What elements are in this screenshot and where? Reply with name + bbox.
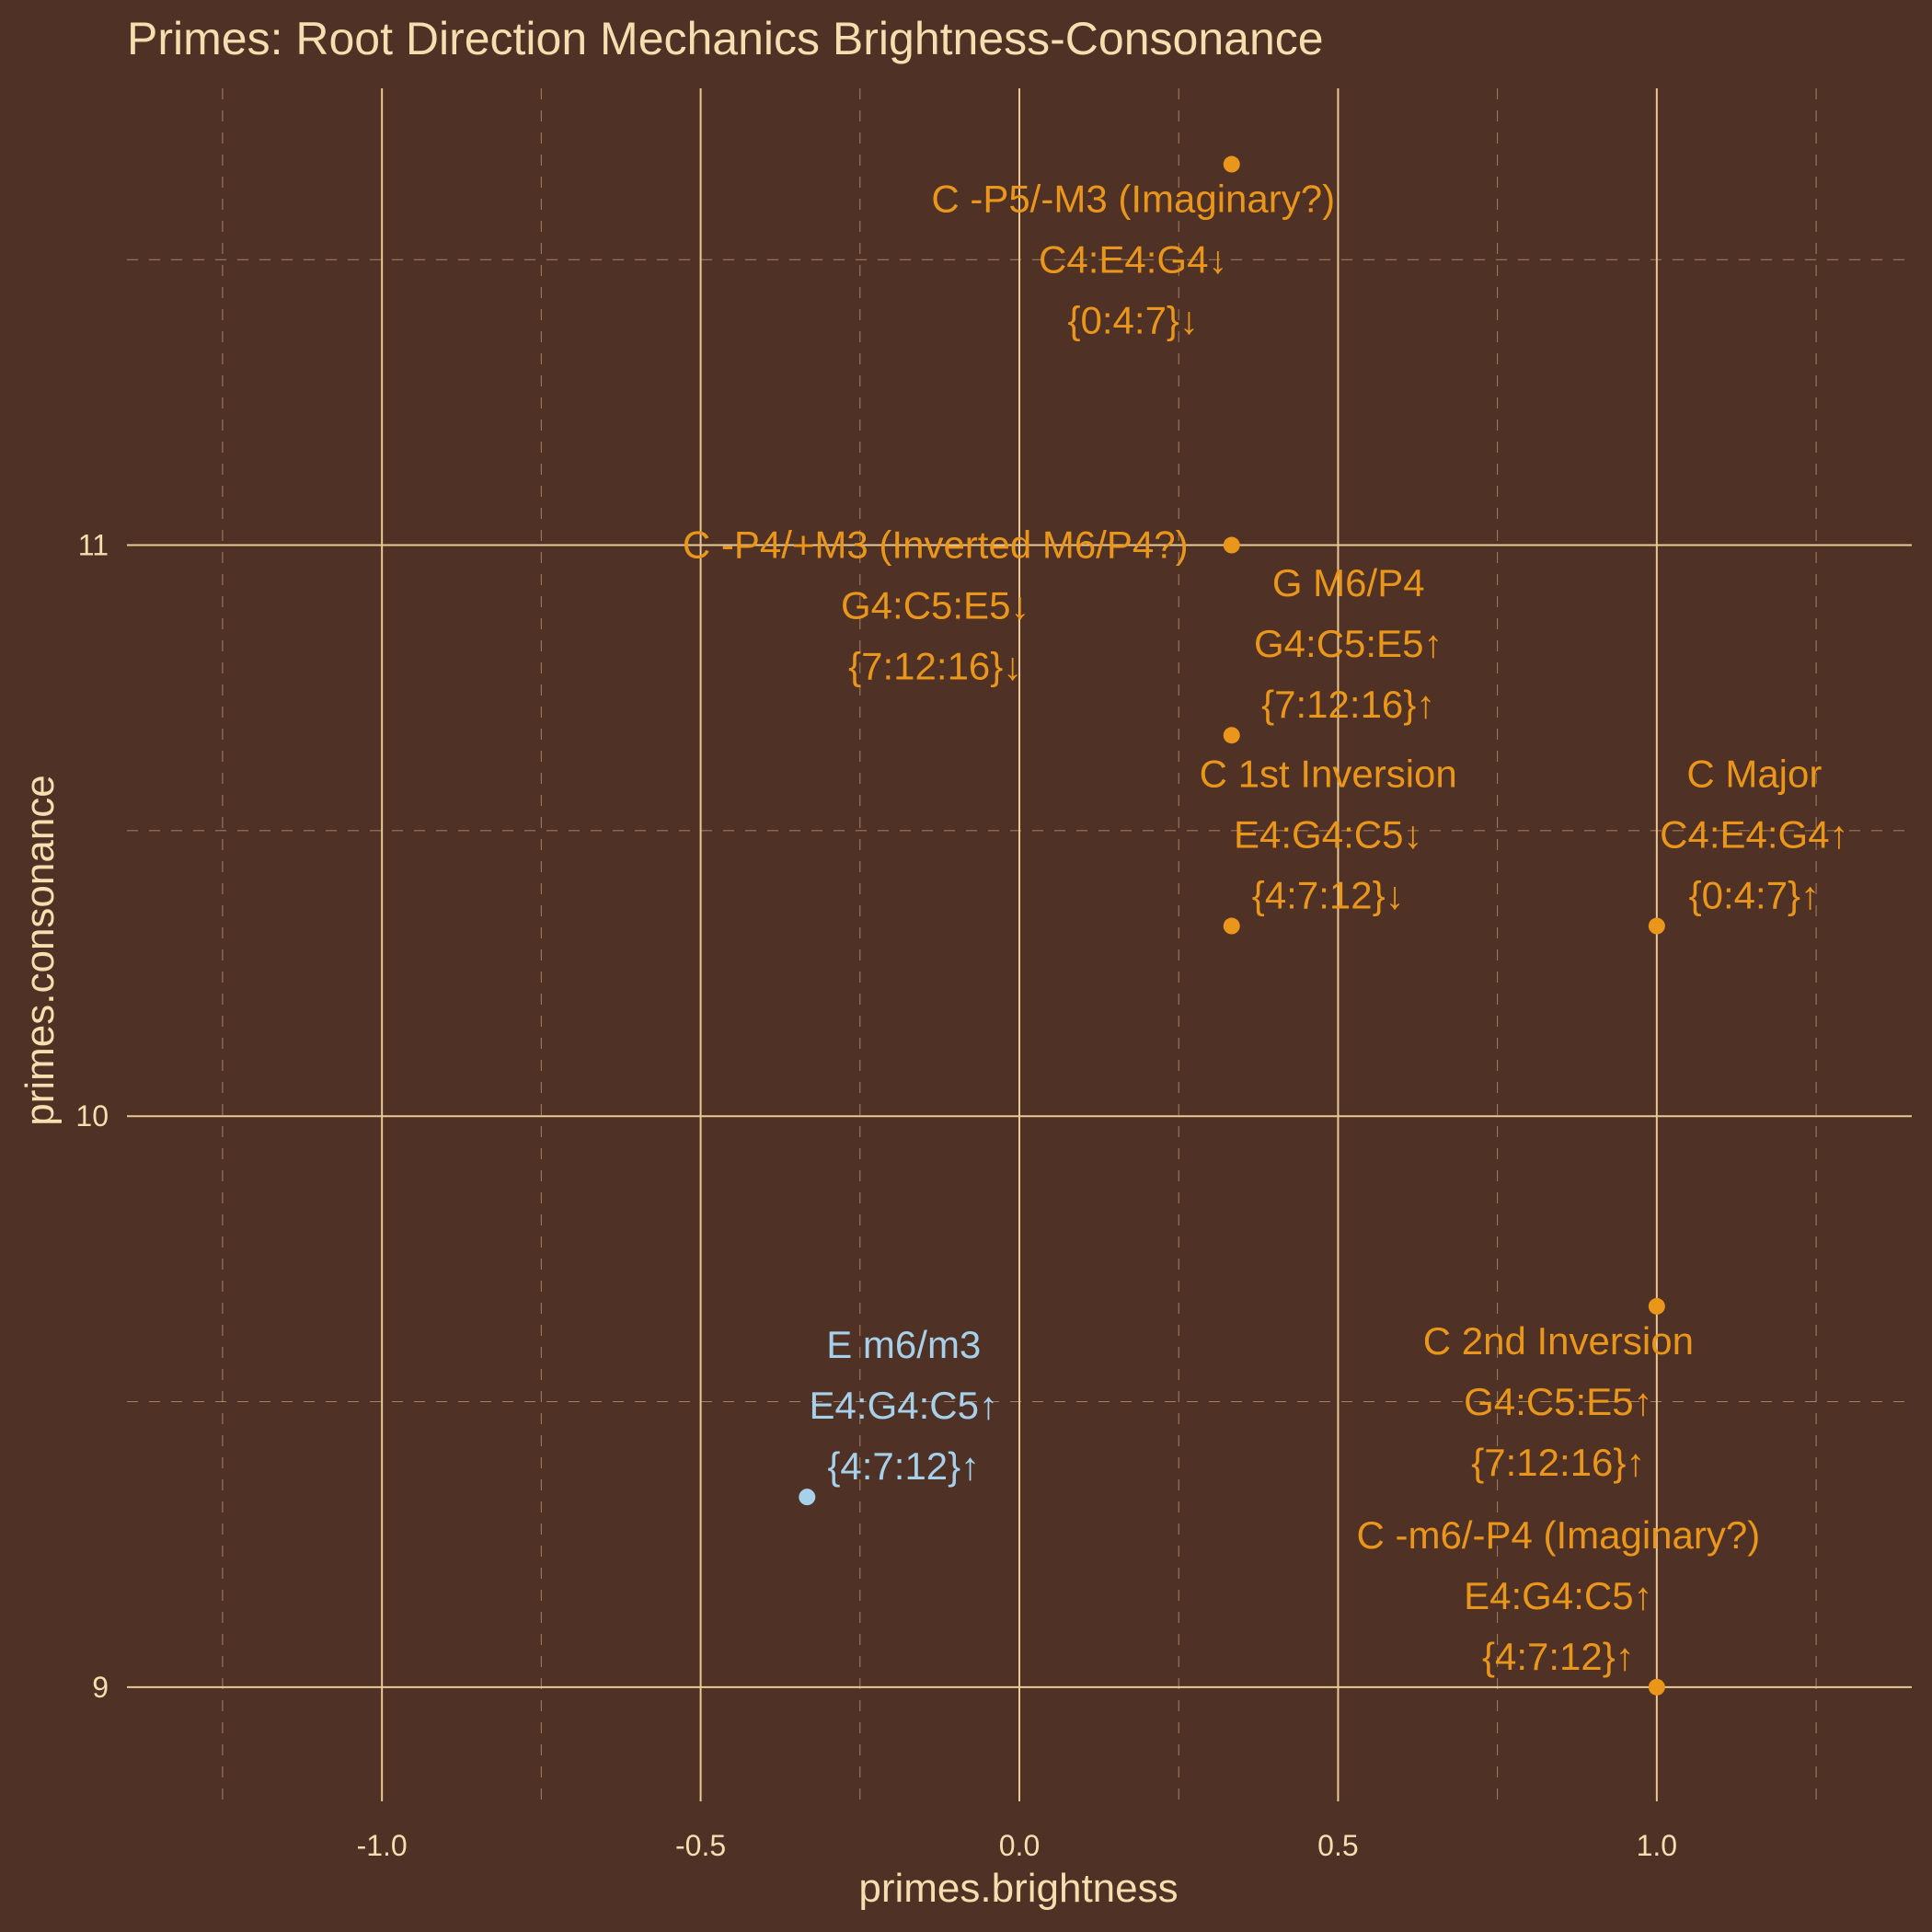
data-point-6 bbox=[1648, 1678, 1665, 1696]
point-label-line: E4:G4:C5↑ bbox=[810, 1384, 998, 1427]
y-tick-label: 10 bbox=[75, 1099, 109, 1133]
data-point-7 bbox=[799, 1489, 816, 1506]
data-point-4 bbox=[1648, 917, 1665, 935]
y-axis-label: primes.consonance bbox=[17, 775, 63, 1126]
point-label-line: C -P5/-M3 (Imaginary?) bbox=[931, 178, 1335, 221]
point-label-line: G4:C5:E5↑ bbox=[1254, 622, 1443, 665]
point-label-line: C4:E4:G4↓ bbox=[1039, 238, 1227, 282]
point-label-line: {0:4:7}↑ bbox=[1689, 874, 1820, 917]
x-tick-label: 1.0 bbox=[1637, 1829, 1677, 1862]
x-axis-ticks: -1.0 -0.5 0.0 0.5 1.0 bbox=[357, 1829, 1678, 1862]
x-axis-label: primes.brightness bbox=[858, 1866, 1178, 1911]
point-label-line: {4:7:12}↑ bbox=[827, 1444, 980, 1488]
point-label-line: {7:12:16}↑ bbox=[1471, 1441, 1645, 1484]
data-points bbox=[799, 155, 1665, 1696]
data-labels: C -P5/-M3 (Imaginary?) C4:E4:G4↓ {0:4:7}↓ C… bbox=[683, 178, 1849, 1678]
data-point-1 bbox=[1223, 536, 1240, 554]
point-label-line: C -m6/-P4 (Imaginary?) bbox=[1356, 1513, 1760, 1557]
x-tick-label: 0.0 bbox=[999, 1829, 1040, 1862]
data-point-2 bbox=[1223, 727, 1240, 744]
point-label-line: E4:G4:C5↑ bbox=[1464, 1574, 1652, 1617]
point-label-line: E4:G4:C5↓ bbox=[1234, 813, 1422, 857]
x-tick-label: -0.5 bbox=[675, 1829, 726, 1862]
chart-title: Primes: Root Direction Mechanics Brightn… bbox=[127, 13, 1324, 64]
point-label-line: C -P4/+M3 (Inverted M6/P4?) bbox=[683, 523, 1189, 567]
point-label-line: C 2nd Inversion bbox=[1423, 1319, 1694, 1363]
data-point-5 bbox=[1648, 1297, 1665, 1315]
y-axis-ticks: 9 10 11 bbox=[75, 529, 109, 1704]
point-label-line: G4:C5:E5↑ bbox=[1464, 1380, 1652, 1423]
point-label-line: E m6/m3 bbox=[826, 1323, 981, 1366]
point-label-line: G M6/P4 bbox=[1272, 561, 1425, 604]
x-tick-label: 0.5 bbox=[1317, 1829, 1358, 1862]
point-label-line: {7:12:16}↑ bbox=[1261, 683, 1435, 726]
data-point-0 bbox=[1223, 155, 1240, 173]
point-label-line: {4:7:12}↓ bbox=[1252, 874, 1405, 917]
data-point-3 bbox=[1223, 917, 1240, 935]
point-label-line: C Major bbox=[1686, 753, 1822, 796]
point-label-line: C4:E4:G4↑ bbox=[1660, 813, 1848, 857]
y-tick-label: 11 bbox=[78, 529, 109, 562]
point-label-line: G4:C5:E5↓ bbox=[841, 584, 1029, 627]
point-label-line: {0:4:7}↓ bbox=[1067, 299, 1198, 342]
grid-lines bbox=[127, 88, 1912, 1801]
x-tick-label: -1.0 bbox=[357, 1829, 408, 1862]
point-label-line: {7:12:16}↓ bbox=[848, 645, 1022, 688]
point-label-line: {4:7:12}↑ bbox=[1482, 1635, 1635, 1678]
y-tick-label: 9 bbox=[92, 1671, 109, 1704]
point-label-line: C 1st Inversion bbox=[1200, 753, 1457, 796]
